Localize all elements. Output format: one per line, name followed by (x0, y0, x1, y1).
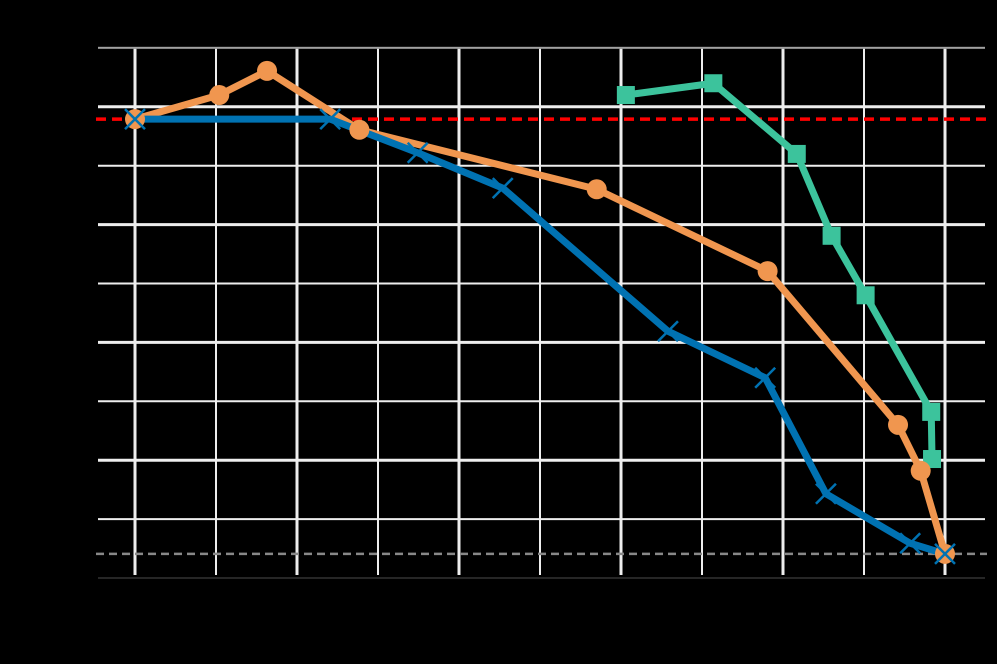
x-marker-stroke (319, 108, 342, 131)
x-marker (406, 141, 429, 164)
circle-marker (257, 60, 278, 81)
x-marker (934, 542, 956, 565)
grid-lines (98, 46, 985, 575)
x-marker-stroke (754, 366, 777, 389)
x-marker-stroke (657, 320, 679, 343)
x-marker-stroke (491, 177, 514, 199)
x-marker (899, 532, 922, 555)
x-marker (657, 320, 679, 343)
square-marker (922, 402, 941, 421)
circle-marker (910, 460, 931, 481)
circle-marker (888, 414, 909, 435)
x-marker-stroke (934, 542, 956, 565)
circle-marker (209, 85, 230, 106)
x-marker (491, 177, 514, 199)
x-marker-stroke (124, 108, 146, 131)
circle-marker (757, 261, 778, 282)
x-marker-stroke (406, 141, 429, 164)
square-marker (616, 86, 635, 105)
square-marker (704, 74, 723, 93)
x-marker (754, 366, 777, 389)
square-marker (822, 226, 841, 245)
x-marker (815, 482, 837, 505)
square-marker (787, 144, 806, 163)
x-marker (124, 108, 146, 131)
square-marker (856, 286, 875, 305)
circle-marker (586, 179, 607, 200)
axes (98, 47, 985, 579)
x-marker (319, 108, 342, 131)
x-marker-stroke (899, 532, 922, 555)
reference-lines (96, 117, 987, 556)
x-marker-stroke (815, 482, 837, 505)
circle-marker (349, 119, 370, 140)
data-series (124, 60, 956, 565)
